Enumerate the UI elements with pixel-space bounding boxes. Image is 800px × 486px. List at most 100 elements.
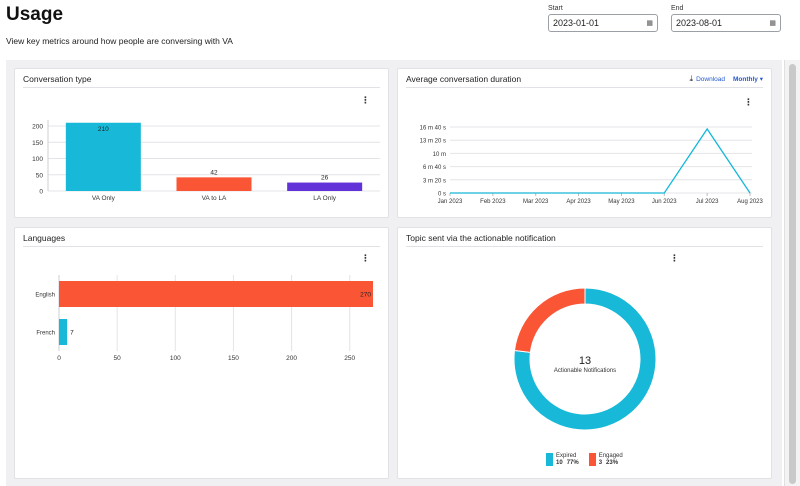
bar <box>59 281 373 307</box>
download-label: Download <box>696 75 725 83</box>
legend-text: Engaged 3 23% <box>599 453 623 467</box>
x-tick-label: Apr 2023 <box>566 199 591 205</box>
legend-values: 3 23% <box>599 460 623 467</box>
languages-chart: 0 50 100 150 200 250 English 270 French 7 <box>35 275 373 362</box>
series-line <box>450 127 751 194</box>
legend-percent: 77% <box>566 460 579 466</box>
y-tick-label: 10 m <box>433 152 446 158</box>
divider <box>23 246 380 247</box>
start-date-label: Start <box>548 5 563 12</box>
data-label: 270 <box>360 292 371 299</box>
topic-card: Topic sent via the actionable notificati… <box>397 227 772 479</box>
x-tick-label: Mar 2023 <box>523 199 549 205</box>
y-tick-label: 100 <box>32 156 43 163</box>
x-tick-label: LA Only <box>313 195 337 202</box>
bar <box>176 177 252 191</box>
start-date-group: Start 2023-01-01 ▦ <box>548 5 658 32</box>
data-label: 7 <box>70 330 74 337</box>
legend-item[interactable]: Expired 10 77% <box>546 453 579 467</box>
y-tick-label: 50 <box>36 172 44 179</box>
legend-text: Expired 10 77% <box>556 453 579 467</box>
data-label: 42 <box>210 169 218 176</box>
end-date-input[interactable]: 2023-08-01 ▦ <box>671 14 781 32</box>
card-title: Languages <box>23 233 66 243</box>
scrollbar-thumb[interactable] <box>789 64 796 484</box>
x-tick-label: Feb 2023 <box>480 199 506 205</box>
x-tick-label: Jun 2023 <box>652 199 677 205</box>
end-date-value: 2023-08-01 <box>676 18 723 28</box>
y-tick-label: 6 m 40 s <box>423 165 446 171</box>
donut-center-label: Actionable Notifications <box>554 368 616 374</box>
more-options-icon[interactable]: ⋮ <box>744 97 753 107</box>
scrollbar[interactable] <box>784 60 800 486</box>
download-button[interactable]: ⤓ Download <box>690 74 725 84</box>
bar <box>59 319 68 345</box>
start-date-input[interactable]: 2023-01-01 ▦ <box>548 14 658 32</box>
divider <box>406 246 763 247</box>
period-dropdown[interactable]: Monthly ▾ <box>733 75 763 83</box>
page-subtitle: View key metrics around how people are c… <box>6 36 233 46</box>
card-title: Topic sent via the actionable notificati… <box>406 233 556 243</box>
x-tick-label: Aug 2023 <box>737 199 763 205</box>
x-tick-label: VA Only <box>92 195 116 202</box>
legend-series-name: Expired <box>556 453 577 459</box>
x-tick-label: 200 <box>286 355 297 362</box>
end-date-label: End <box>671 5 684 12</box>
legend-series-name: Engaged <box>598 453 623 459</box>
legend-values: 10 77% <box>556 460 579 467</box>
pie-slice <box>513 287 657 431</box>
page-title: Usage <box>6 4 64 25</box>
card-title: Conversation type <box>23 74 92 84</box>
pie-slice <box>513 287 586 353</box>
x-tick-label: VA to LA <box>202 195 227 202</box>
legend-count: 10 <box>556 460 563 466</box>
avg-duration-card: Average conversation duration ⤓ Download… <box>397 68 772 218</box>
x-tick-label: Jul 2023 <box>696 199 719 205</box>
y-tick-label: French <box>36 331 55 337</box>
bar <box>287 182 363 191</box>
conversation-type-chart: 0 50 100 150 200 210 VA Only 42 VA to LA 26 LA Onl… <box>32 120 380 202</box>
y-tick-label: 0 s <box>438 192 446 198</box>
calendar-icon[interactable]: ▦ <box>769 20 776 27</box>
divider <box>406 87 763 88</box>
x-tick-label: 100 <box>170 355 181 362</box>
period-label: Monthly <box>733 76 758 83</box>
x-tick-label: 50 <box>114 355 122 362</box>
more-options-icon[interactable]: ⋮ <box>670 253 679 263</box>
bar <box>65 122 141 191</box>
card-actions: ⤓ Download Monthly ▾ <box>690 74 763 84</box>
data-label: 210 <box>98 126 109 133</box>
y-tick-label: 3 m 20 s <box>423 178 446 184</box>
x-tick-label: Jan 2023 <box>438 199 463 205</box>
legend-percent: 23% <box>606 460 619 466</box>
card-title: Average conversation duration <box>406 74 522 84</box>
chevron-down-icon: ▾ <box>759 76 763 83</box>
languages-card: Languages ⋮ 0 50 100 150 200 250 English 270 Fre… <box>14 227 389 479</box>
divider <box>23 87 380 88</box>
x-tick-label: 0 <box>57 355 61 362</box>
donut-center-value: 13 <box>579 355 591 367</box>
avg-duration-chart: 0 s 3 m 20 s 6 m 40 s 10 m 13 m 20 s 16 m 40 … <box>420 126 764 206</box>
more-options-icon[interactable]: ⋮ <box>361 253 370 263</box>
y-tick-label: 13 m 20 s <box>420 139 446 145</box>
y-tick-label: 150 <box>32 140 43 147</box>
start-date-value: 2023-01-01 <box>553 18 600 28</box>
chart-legend: Expired 10 77% Engaged 3 23% <box>546 453 623 467</box>
conversation-type-card: Conversation type ⋮ 0 50 100 150 200 210 VA On… <box>14 68 389 218</box>
end-date-group: End 2023-08-01 ▦ <box>671 5 781 32</box>
y-tick-label: 0 <box>39 189 43 196</box>
legend-count: 3 <box>598 460 603 466</box>
legend-swatch <box>588 453 596 466</box>
legend-swatch <box>546 453 553 466</box>
x-tick-label: 250 <box>344 355 355 362</box>
y-tick-label: 16 m 40 s <box>420 126 446 132</box>
data-label: 26 <box>321 175 329 182</box>
x-tick-label: 150 <box>228 355 239 362</box>
calendar-icon[interactable]: ▦ <box>646 20 653 27</box>
legend-item[interactable]: Engaged 3 23% <box>588 453 623 467</box>
download-icon: ⤓ <box>689 74 694 83</box>
y-tick-label: 200 <box>32 124 43 131</box>
y-tick-label: English <box>35 293 55 299</box>
more-options-icon[interactable]: ⋮ <box>361 95 370 105</box>
